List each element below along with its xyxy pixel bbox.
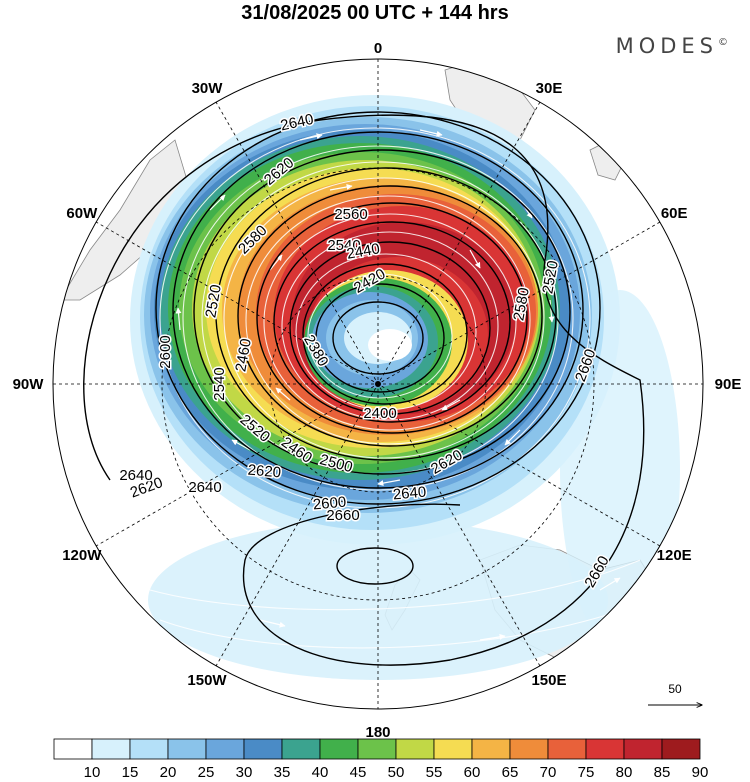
streamline-arrows xyxy=(175,129,621,641)
meridian-label-90e: 90E xyxy=(715,376,742,393)
colorbar-swatch xyxy=(661,738,701,760)
colorbar-tick-label: 40 xyxy=(312,764,329,781)
south-pole-marker xyxy=(375,381,381,387)
colorbar-tick-label: 90 xyxy=(692,764,709,781)
colorbar-tick-label: 70 xyxy=(540,764,557,781)
colorbar-tick-label: 50 xyxy=(388,764,405,781)
colorbar-tick-label: 55 xyxy=(426,764,443,781)
colorbar-swatch xyxy=(357,738,397,760)
meridian-label-60w: 60W xyxy=(66,205,98,222)
colorbar-swatch xyxy=(129,738,169,760)
colorbar-swatch xyxy=(281,738,321,760)
colorbar-tick-label: 30 xyxy=(236,764,253,781)
colorbar-tick-label: 25 xyxy=(198,764,215,781)
colorbar-swatch xyxy=(471,738,511,760)
colorbar-tick-label: 35 xyxy=(274,764,291,781)
contour-label: 2600 xyxy=(312,494,347,514)
meridian-label-90w: 90W xyxy=(13,376,45,393)
meridian-label-120w: 120W xyxy=(62,547,102,564)
wind-reference-label: 50 xyxy=(668,682,682,696)
colorbar-swatch xyxy=(319,738,359,760)
colorbar-swatch xyxy=(205,738,245,760)
contour-label: 2400 xyxy=(363,405,396,422)
colorbar-swatch xyxy=(433,738,473,760)
colorbar-swatch xyxy=(623,738,663,760)
meridian-label-30w: 30W xyxy=(192,80,224,97)
brand-logo: MODES© xyxy=(616,34,728,58)
colorbar-tick-label: 80 xyxy=(616,764,633,781)
meridian-label-150w: 150W xyxy=(187,672,227,689)
meridian-label-180: 180 xyxy=(365,724,390,741)
colorbar-swatch xyxy=(53,738,93,760)
colorbar-tick-label: 75 xyxy=(578,764,595,781)
colorbar-swatch xyxy=(509,738,549,760)
contour-label: 2640 xyxy=(392,484,427,504)
colorbar-swatch xyxy=(243,738,283,760)
colorbar-swatch xyxy=(91,738,131,760)
contour-label: 2560 xyxy=(334,206,367,223)
contour-label: 2600 xyxy=(157,335,174,368)
contour-label: 2640 xyxy=(188,479,221,496)
meridian-label-30e: 30E xyxy=(536,80,563,97)
colorbar-tick-label: 60 xyxy=(464,764,481,781)
meridian-label-120e: 120E xyxy=(657,547,692,564)
colorbar-swatch xyxy=(585,738,625,760)
colorbar-tick-label: 65 xyxy=(502,764,519,781)
wind-reference: 50 xyxy=(648,682,702,705)
colorbar-swatch xyxy=(395,738,435,760)
colorbar-tick-label: 10 xyxy=(84,764,101,781)
colorbar-tick-label: 20 xyxy=(160,764,177,781)
contour-label: 2620 xyxy=(247,462,282,482)
contour-label: 2540 xyxy=(211,367,228,400)
colorbar: 10 15 20 25 30 35 40 45 50 55 60 65 70 75 80 85 90 xyxy=(53,738,709,781)
meridian-label-60e: 60E xyxy=(661,205,688,222)
land-south-america xyxy=(59,139,191,301)
map-title: 31/08/2025 00 UTC + 144 hrs xyxy=(241,2,509,24)
colorbar-tick-label: 15 xyxy=(122,764,139,781)
meridian-label-0: 0 xyxy=(374,40,382,57)
colorbar-swatch xyxy=(547,738,587,760)
meridian-labels: 0 30E 60E 90E 120E 150E 180 150W 120W 90W 60W 30W xyxy=(13,40,742,741)
colorbar-swatch xyxy=(167,738,207,760)
brand-name: MODES xyxy=(615,34,718,58)
wind-speed-shading xyxy=(130,95,680,680)
contour-label: 2660 xyxy=(326,507,359,524)
contour-label: 2540 xyxy=(327,237,360,254)
meridian-label-150e: 150E xyxy=(531,672,566,689)
colorbar-tick-label: 45 xyxy=(350,764,367,781)
contour-label: 2640 xyxy=(119,467,152,484)
map-boundary xyxy=(52,58,704,710)
colorbar-tick-label: 85 xyxy=(654,764,671,781)
copyright-mark: © xyxy=(718,37,728,48)
